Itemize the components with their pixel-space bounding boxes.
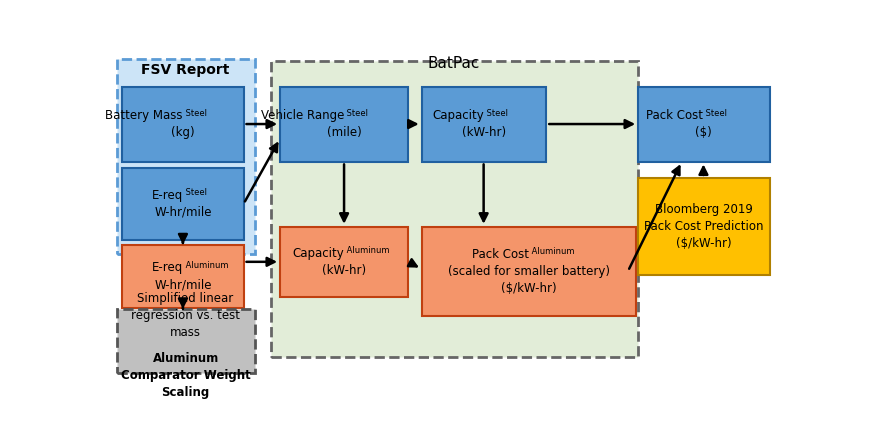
- Text: E-req: E-req: [151, 261, 182, 274]
- FancyBboxPatch shape: [116, 309, 255, 373]
- FancyBboxPatch shape: [122, 244, 243, 308]
- Text: Comparator Weight: Comparator Weight: [121, 369, 250, 382]
- Text: Steel: Steel: [703, 109, 726, 118]
- Text: W-hr/mile: W-hr/mile: [154, 206, 211, 219]
- FancyBboxPatch shape: [280, 227, 408, 297]
- Text: (kg): (kg): [171, 126, 195, 139]
- Text: Aluminum: Aluminum: [528, 247, 574, 256]
- Text: ($/kW-hr): ($/kW-hr): [675, 237, 731, 250]
- Text: Steel: Steel: [182, 109, 207, 118]
- Text: Simplified linear: Simplified linear: [137, 292, 234, 305]
- Text: Pack Cost Prediction: Pack Cost Prediction: [643, 220, 762, 233]
- Text: Aluminum: Aluminum: [152, 352, 218, 365]
- FancyBboxPatch shape: [270, 60, 637, 357]
- Text: Pack Cost: Pack Cost: [646, 109, 703, 122]
- Text: Scaling: Scaling: [162, 386, 209, 398]
- Text: (kW-hr): (kW-hr): [461, 126, 505, 139]
- Text: Aluminum: Aluminum: [182, 261, 229, 270]
- Text: Steel: Steel: [483, 109, 507, 118]
- FancyBboxPatch shape: [421, 227, 635, 316]
- Text: W-hr/mile: W-hr/mile: [154, 278, 211, 291]
- Text: Aluminum: Aluminum: [343, 246, 389, 255]
- Text: ($): ($): [694, 126, 711, 139]
- Text: (scaled for smaller battery): (scaled for smaller battery): [448, 265, 609, 278]
- FancyBboxPatch shape: [122, 87, 243, 162]
- FancyBboxPatch shape: [421, 87, 546, 162]
- Text: Battery Mass: Battery Mass: [105, 109, 182, 122]
- Text: regression vs. test: regression vs. test: [131, 309, 240, 322]
- FancyBboxPatch shape: [637, 178, 768, 275]
- FancyBboxPatch shape: [122, 168, 243, 240]
- FancyBboxPatch shape: [280, 87, 408, 162]
- Text: (mile): (mile): [327, 126, 361, 139]
- Text: FSV Report: FSV Report: [142, 63, 229, 77]
- Text: Bloomberg 2019: Bloomberg 2019: [653, 203, 752, 216]
- Text: E-req: E-req: [151, 189, 182, 202]
- Text: Capacity: Capacity: [431, 109, 483, 122]
- FancyBboxPatch shape: [637, 87, 768, 162]
- Text: Capacity: Capacity: [292, 247, 343, 260]
- Text: BatPac: BatPac: [428, 56, 480, 71]
- Text: Vehicle Range: Vehicle Range: [261, 109, 343, 122]
- Text: Steel: Steel: [182, 188, 207, 198]
- Text: Pack Cost: Pack Cost: [471, 248, 528, 261]
- Text: (kW-hr): (kW-hr): [322, 264, 366, 277]
- Text: mass: mass: [170, 326, 201, 339]
- FancyBboxPatch shape: [116, 59, 255, 254]
- Text: Steel: Steel: [343, 109, 368, 118]
- Text: ($/kW-hr): ($/kW-hr): [501, 282, 556, 295]
